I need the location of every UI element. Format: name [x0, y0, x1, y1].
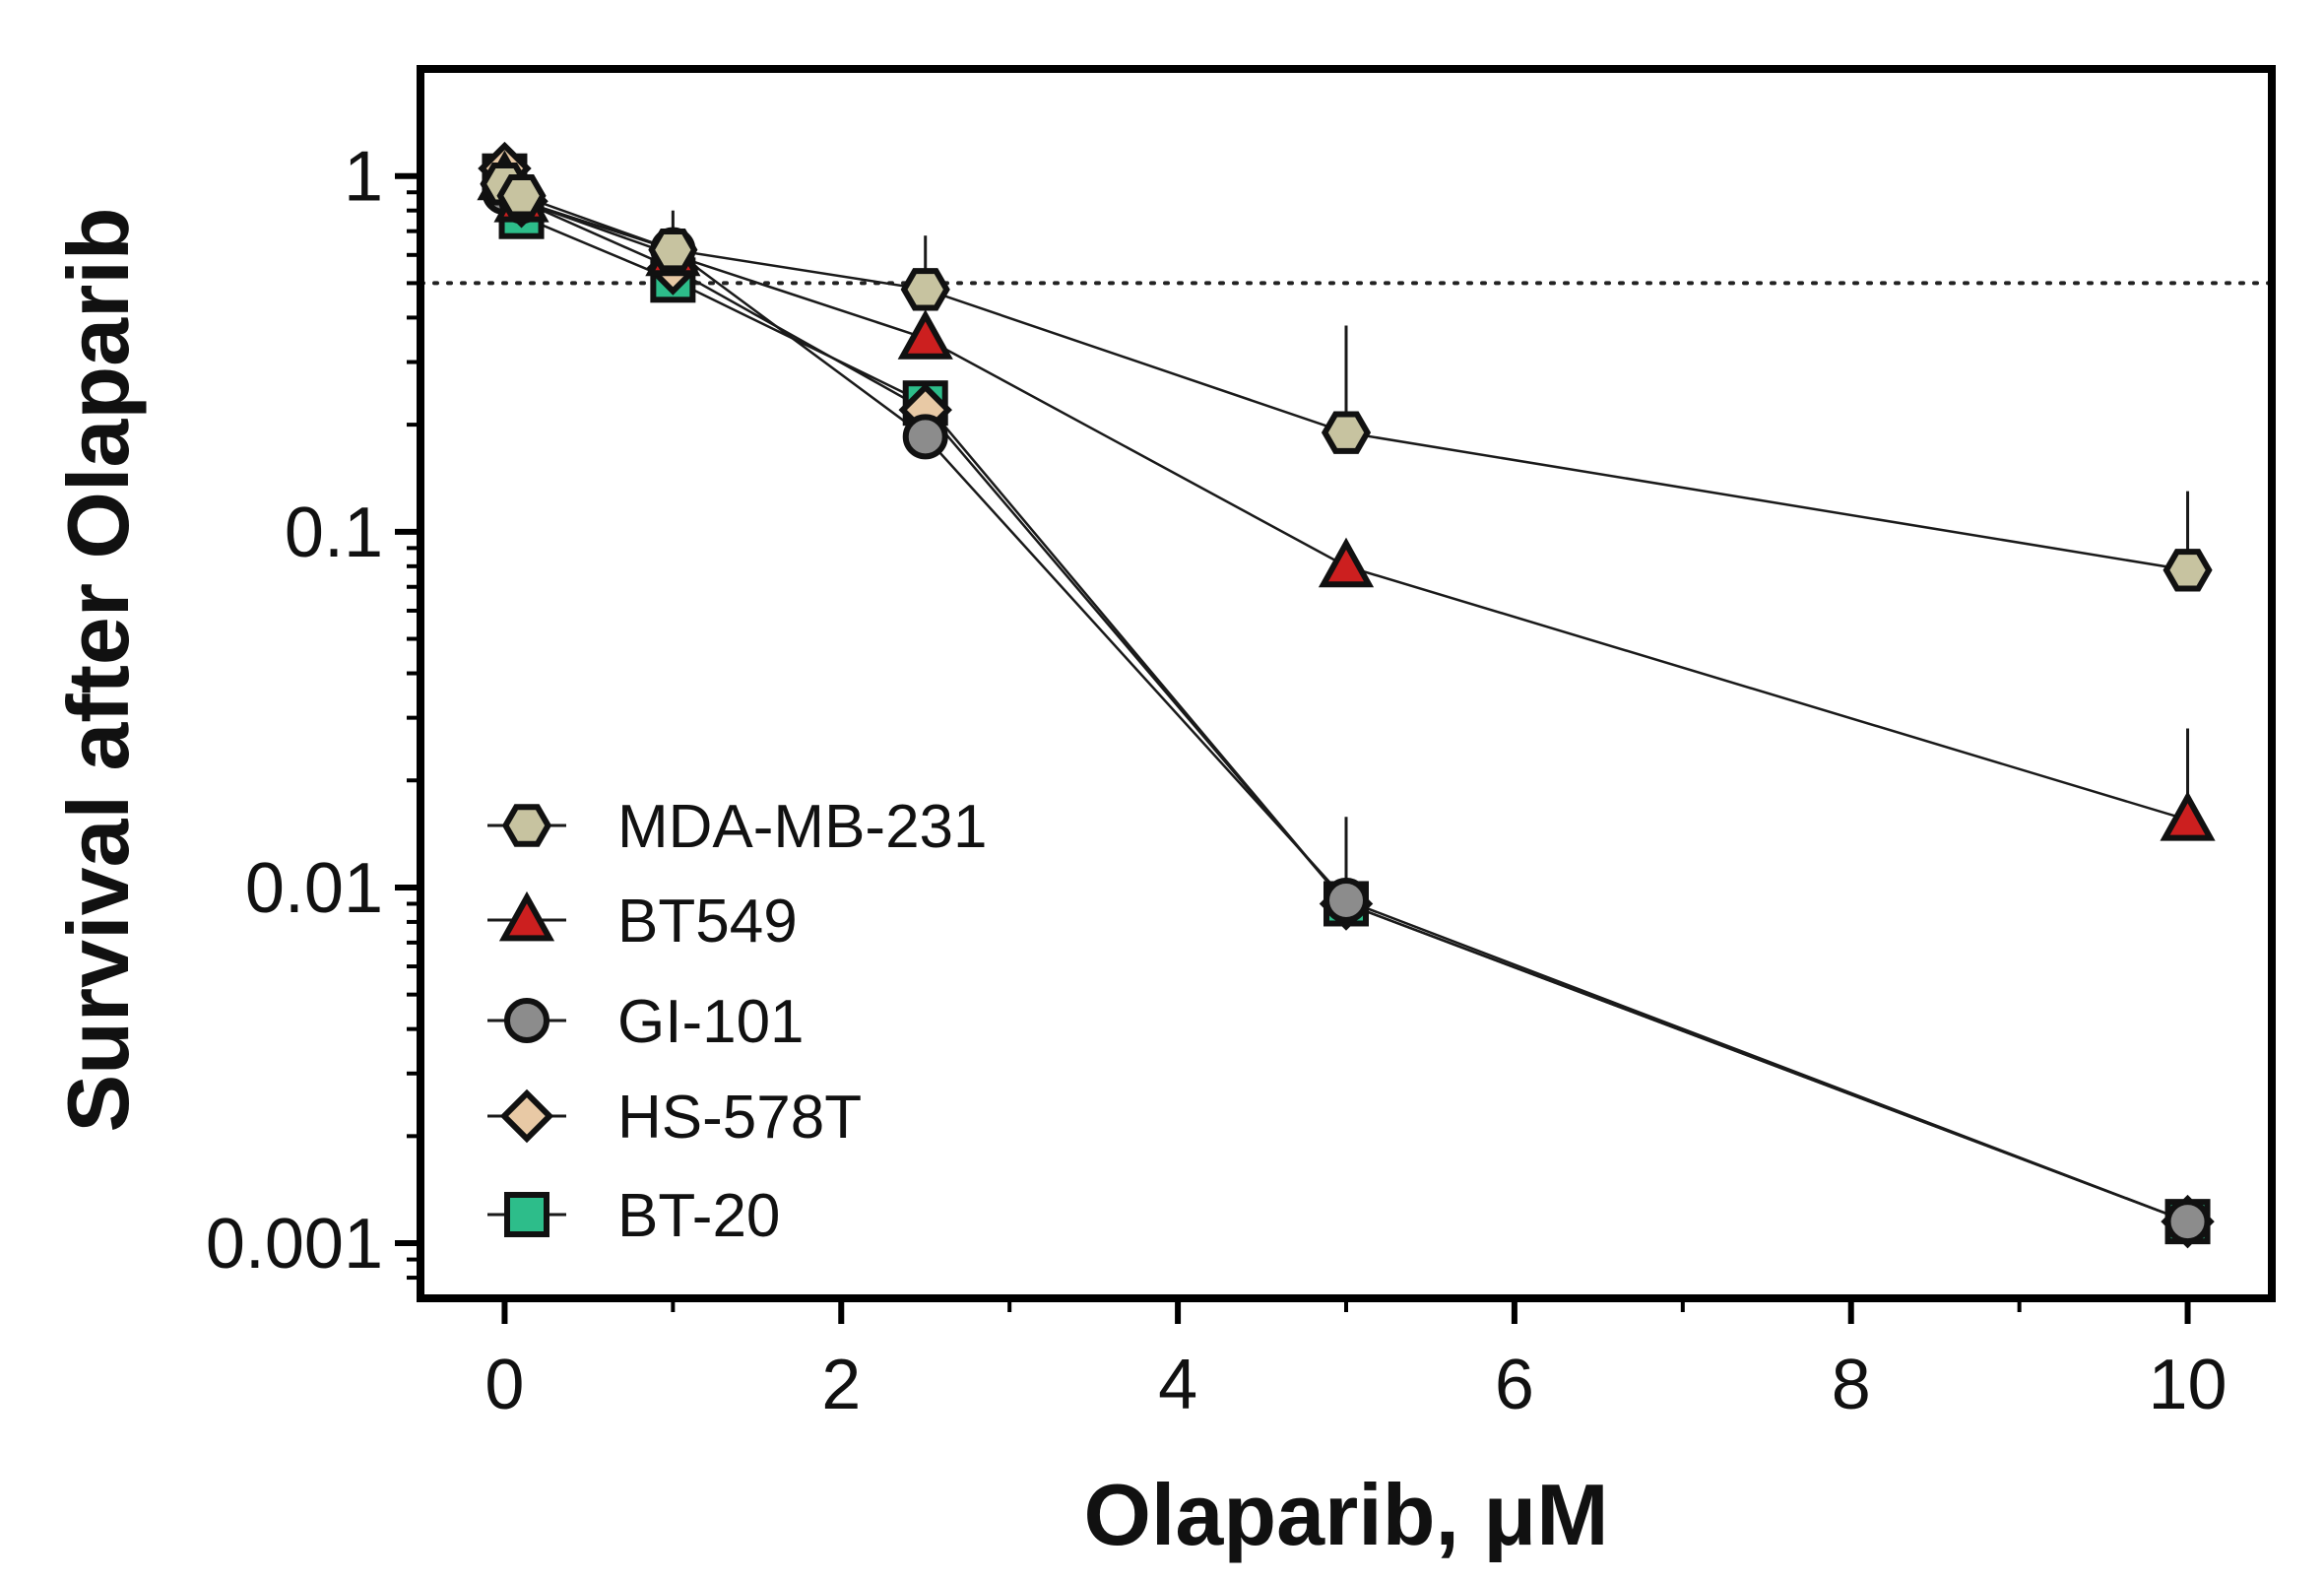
legend-marker-hs-578t: [499, 1088, 554, 1144]
x-tick-label: 8: [1832, 1346, 1871, 1424]
x-tick-label: 4: [1158, 1346, 1197, 1424]
legend-label-mda-mb-231: MDA-MB-231: [617, 793, 988, 861]
series-group: [477, 141, 2216, 1249]
y-axis-title: Survival after Olaparib: [49, 207, 147, 1132]
point-bt549: [2160, 791, 2216, 841]
legend-label-gi-101: GI-101: [617, 988, 805, 1056]
point-mda-mb-231: [648, 228, 698, 272]
legend-label-hs-578t: HS-578T: [617, 1084, 862, 1152]
legend-label-bt-20: BT-20: [617, 1182, 780, 1250]
point-mda-mb-231: [2163, 549, 2213, 592]
y-tick-label: 0.01: [245, 849, 383, 928]
y-tick-label: 0.001: [206, 1205, 383, 1284]
y-axis-ticks: 1 0.1 0.01 0.001: [206, 138, 420, 1284]
point-bt549: [897, 309, 953, 360]
legend: MDA-MB-231 BT549 GI-101 HS-578T BT-20: [487, 793, 988, 1250]
legend-marker-gi-101: [504, 998, 549, 1043]
point-mda-mb-231: [496, 174, 547, 218]
point-mda-mb-231: [900, 268, 950, 311]
x-axis-ticks: 0 2 4 6 8 10: [484, 1298, 2227, 1424]
x-axis-title: Olaparib, μM: [1083, 1466, 1608, 1563]
legend-marker-bt-20: [504, 1192, 549, 1237]
point-gi-101: [902, 414, 948, 460]
point-gi-101: [1323, 878, 1369, 924]
point-mda-mb-231: [1321, 411, 1372, 454]
plot-frame: [417, 65, 2276, 1302]
legend-marker-bt549: [498, 890, 555, 942]
y-tick-label: 0.1: [285, 494, 383, 572]
x-tick-label: 2: [821, 1346, 861, 1424]
x-tick-label: 6: [1495, 1346, 1534, 1424]
legend-label-bt549: BT549: [617, 888, 798, 956]
point-gi-101: [2164, 1199, 2211, 1245]
point-bt549: [1318, 537, 1375, 588]
legend-marker-mda-mb-231: [501, 804, 552, 847]
y-tick-label: 1: [344, 138, 383, 217]
x-tick-label: 0: [484, 1346, 524, 1424]
x-tick-label: 10: [2148, 1346, 2227, 1424]
